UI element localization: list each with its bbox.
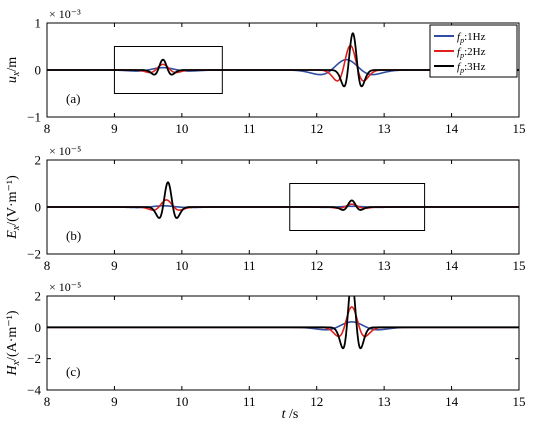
x-tick-label: 10 bbox=[175, 121, 188, 136]
x-tick-label: 12 bbox=[310, 258, 323, 273]
y-axis-label: Ex/(V·m⁻¹) bbox=[5, 175, 22, 240]
x-tick-label: 8 bbox=[44, 258, 51, 273]
series-line-2 bbox=[47, 199, 519, 211]
x-tick-label: 15 bbox=[513, 394, 526, 409]
x-tick-label: 11 bbox=[243, 121, 256, 136]
highlight-box bbox=[289, 183, 426, 231]
series-line-1 bbox=[47, 321, 519, 331]
axes-frame bbox=[46, 295, 520, 391]
legend-subscript: p bbox=[459, 66, 464, 75]
highlight-box bbox=[113, 46, 223, 94]
legend-subscript: p bbox=[459, 51, 464, 60]
y-tick-label: −1 bbox=[27, 110, 41, 125]
legend-entry-1: fp:1Hz bbox=[457, 31, 486, 45]
x-tick-label: 8 bbox=[44, 394, 51, 409]
series-line-3 bbox=[47, 181, 519, 219]
x-tick-label: 9 bbox=[111, 258, 118, 273]
y-label-subscript: x bbox=[11, 225, 22, 231]
panel-label: (b) bbox=[66, 228, 81, 243]
x-tick-label: 10 bbox=[175, 258, 188, 273]
panel-b: 8 9 10 11 12 13 14 15 −2 0 2 × 10⁻⁵ (b) Ex/(V·m⁻¹) bbox=[5, 144, 526, 273]
x-tick-label: 11 bbox=[243, 394, 256, 409]
y-exponent-label: × 10⁻⁵ bbox=[49, 144, 81, 158]
x-tick-label: 13 bbox=[378, 258, 391, 273]
x-axis-label: t /s bbox=[282, 407, 299, 422]
x-tick-label: 8 bbox=[44, 121, 51, 136]
x-label-unit: /s bbox=[286, 407, 299, 422]
legend-value: :1Hz bbox=[464, 31, 486, 43]
legend-value: :2Hz bbox=[464, 46, 486, 58]
y-tick-label: 0 bbox=[35, 200, 42, 215]
x-tick-label: 12 bbox=[310, 394, 323, 409]
x-tick-label: 14 bbox=[445, 394, 459, 409]
panel-label: (c) bbox=[66, 364, 80, 379]
y-tick-label: 1 bbox=[35, 16, 42, 31]
panel-label: (a) bbox=[66, 91, 80, 106]
legend-subscript: p bbox=[459, 36, 464, 45]
x-tick-label: 13 bbox=[378, 121, 391, 136]
y-exponent-label: × 10⁻⁵ bbox=[49, 280, 81, 294]
x-tick-label: 14 bbox=[445, 121, 459, 136]
series-line-3 bbox=[47, 296, 519, 350]
y-tick-label: −2 bbox=[27, 247, 41, 262]
x-tick-label: 10 bbox=[175, 394, 188, 409]
y-label-symbol: H bbox=[5, 365, 20, 377]
x-tick-label: 12 bbox=[310, 121, 323, 136]
y-tick-label: 0 bbox=[35, 63, 42, 78]
series-line-2 bbox=[47, 306, 519, 338]
legend-symbol: f bbox=[457, 61, 462, 73]
y-tick-label: −4 bbox=[27, 383, 41, 398]
y-label-unit: /(A·m⁻¹) bbox=[5, 310, 20, 361]
x-tick-label: 15 bbox=[513, 121, 526, 136]
y-label-unit: /(V·m⁻¹) bbox=[5, 175, 20, 226]
legend-entry-3: fp:3Hz bbox=[457, 61, 486, 75]
y-axis-label: ux/m bbox=[5, 57, 22, 83]
y-exponent-label: × 10⁻³ bbox=[49, 7, 81, 21]
y-label-symbol: u bbox=[5, 76, 20, 83]
x-tick-label: 9 bbox=[111, 394, 118, 409]
x-label-symbol: t bbox=[282, 407, 287, 422]
y-label-subscript: x bbox=[11, 71, 22, 77]
panel-c: 8 9 10 11 12 13 14 15 −4 −2 0 2 × 10⁻⁵ (c) Hx/(A·m⁻¹) bbox=[5, 280, 526, 409]
x-tick-label: 14 bbox=[445, 258, 459, 273]
x-tick-label: 15 bbox=[513, 258, 526, 273]
y-axis-label: Hx/(A·m⁻¹) bbox=[5, 310, 22, 376]
legend-symbol: f bbox=[457, 46, 462, 58]
y-label-symbol: E bbox=[5, 230, 20, 240]
y-tick-label: 0 bbox=[35, 320, 42, 335]
y-tick-label: 2 bbox=[35, 289, 42, 304]
y-label-unit: /m bbox=[5, 57, 20, 72]
y-tick-label: 2 bbox=[35, 153, 42, 168]
y-tick-label: −2 bbox=[27, 351, 41, 366]
x-tick-label: 11 bbox=[243, 258, 256, 273]
x-tick-label: 9 bbox=[111, 121, 118, 136]
legend-entry-2: fp:2Hz bbox=[457, 46, 486, 60]
legend-symbol: f bbox=[457, 31, 462, 43]
x-tick-label: 13 bbox=[378, 394, 391, 409]
y-label-subscript: x bbox=[11, 360, 22, 366]
legend-value: :3Hz bbox=[464, 61, 486, 73]
